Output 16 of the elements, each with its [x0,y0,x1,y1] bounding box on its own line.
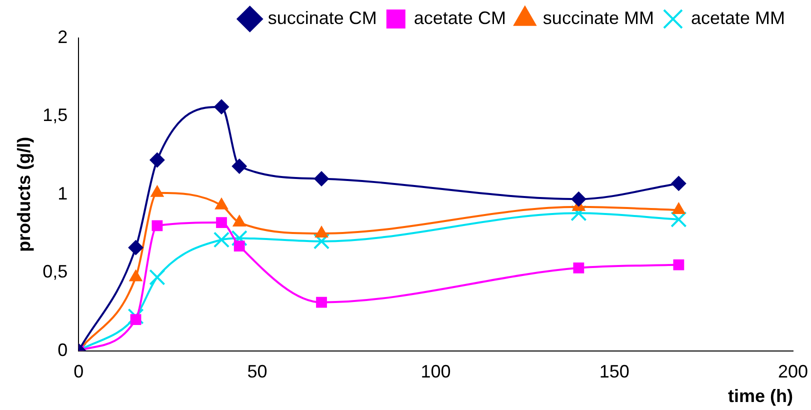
x-tick-label: 50 [247,362,268,382]
x-axis-title: time (h) [728,386,793,406]
y-tick-label: 1,5 [42,105,68,126]
x-tick-label: 200 [778,362,808,382]
y-axis-title: products (g/l) [14,136,34,252]
legend-label: succinate MM [542,8,654,28]
x-tick-label: 0 [74,362,84,382]
y-tick-label: 1 [58,183,68,204]
legend-label: acetate MM [690,8,786,28]
legend-label: succinate CM [268,8,377,28]
x-tick-label: 150 [599,362,630,382]
y-tick-label: 0 [58,340,68,360]
x-tick-label: 100 [420,362,451,382]
y-tick-label: 0,5 [42,262,68,282]
y-tick-label: 2 [58,26,68,47]
legend-label: acetate CM [414,8,506,28]
